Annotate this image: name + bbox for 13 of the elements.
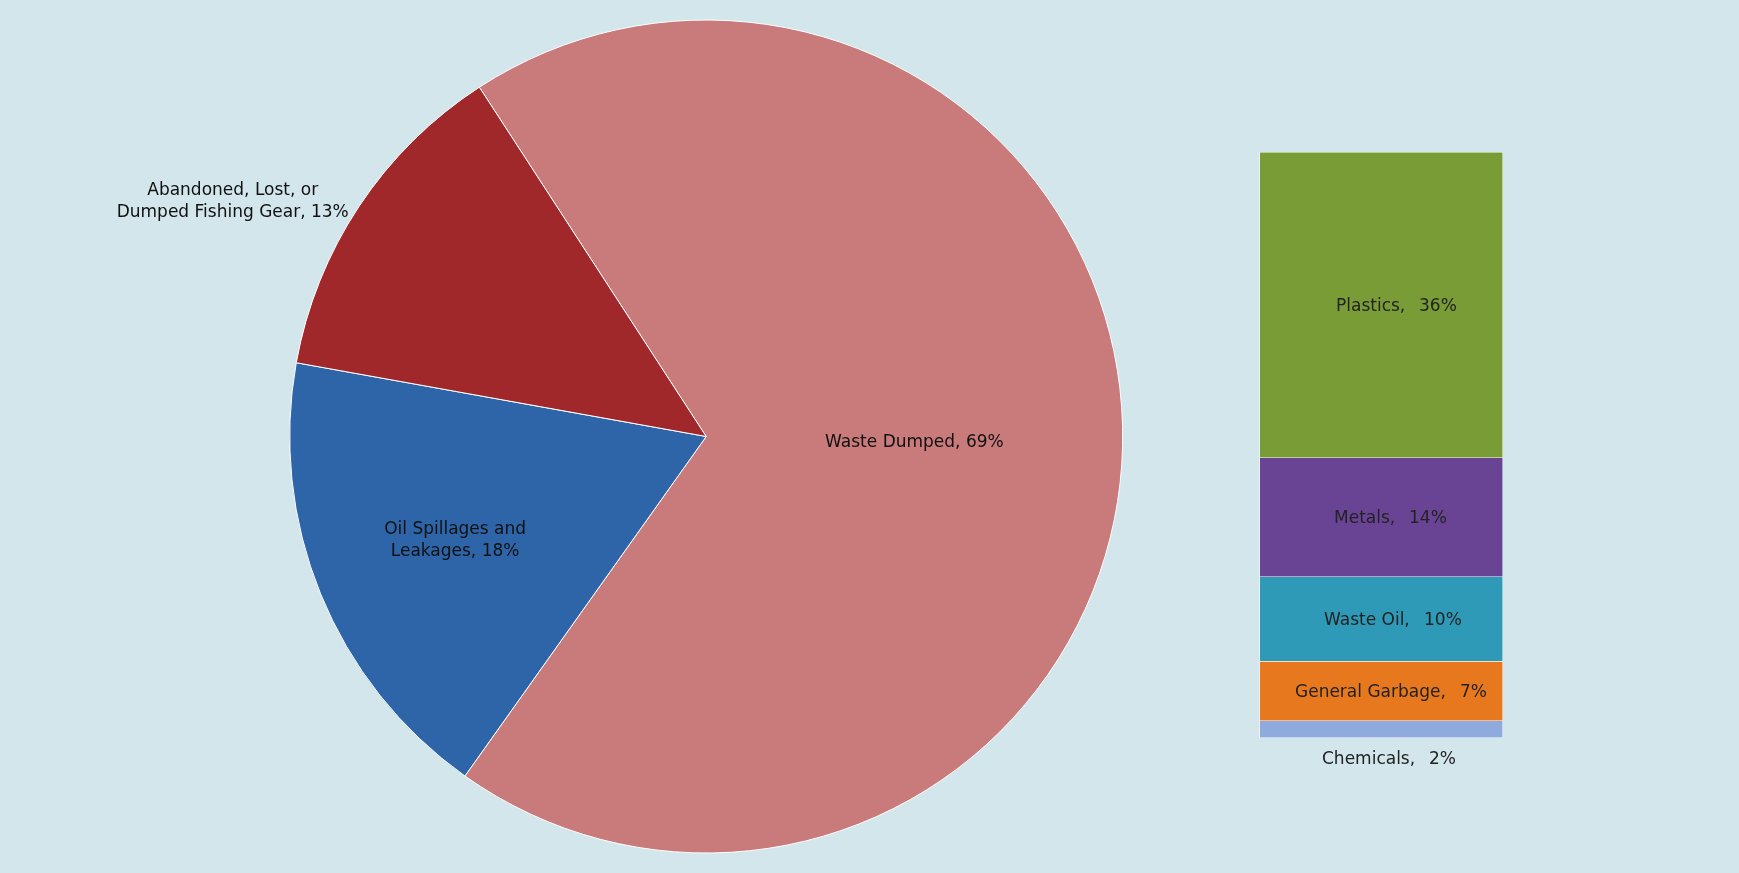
series-label: Metals, [1334, 507, 1396, 527]
slice-label: Oil Spillages and Leakages, 18% [384, 517, 527, 561]
data-label: 14% [1409, 507, 1447, 527]
data-label: 10% [1424, 609, 1462, 629]
data-label: 2% [1429, 748, 1456, 768]
data-label: 36% [1419, 295, 1457, 315]
slice-label: Waste Dumped, 69% [825, 430, 1004, 451]
series-label: Chemicals, [1322, 748, 1416, 768]
series-label: Waste Oil, [1324, 609, 1410, 629]
data-label: 7% [1460, 681, 1487, 701]
series-label: Plastics, [1336, 295, 1406, 315]
slice-label: Abandoned, Lost, or Dumped Fishing Gear, 13% [116, 178, 349, 221]
series-label: General Garbage, [1295, 681, 1446, 701]
